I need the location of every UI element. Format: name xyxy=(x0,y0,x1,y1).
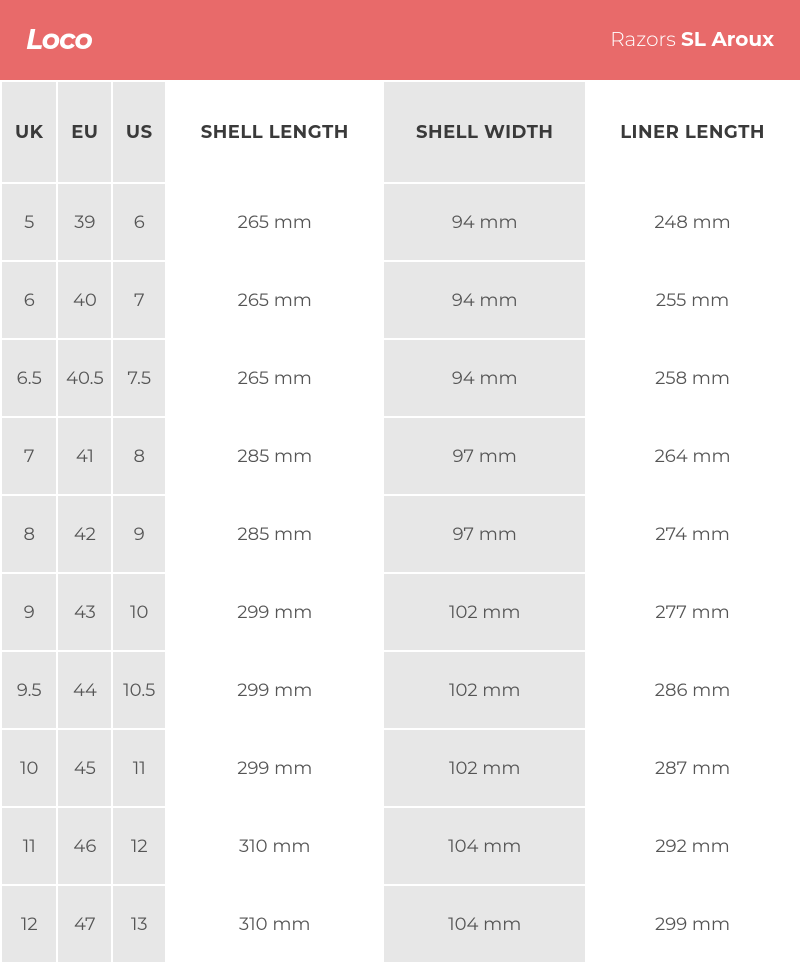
cell-shell_length: 310 mm xyxy=(167,808,382,884)
cell-uk: 12 xyxy=(2,886,56,962)
cell-uk: 10 xyxy=(2,730,56,806)
cell-liner_length: 292 mm xyxy=(587,808,798,884)
cell-uk: 8 xyxy=(2,496,56,572)
cell-liner_length: 299 mm xyxy=(587,886,798,962)
cell-uk: 9.5 xyxy=(2,652,56,728)
table-row: 6.540.57.5265 mm94 mm258 mm xyxy=(2,340,798,416)
cell-liner_length: 287 mm xyxy=(587,730,798,806)
cell-uk: 9 xyxy=(2,574,56,650)
cell-shell_width: 94 mm xyxy=(384,262,585,338)
cell-shell_length: 285 mm xyxy=(167,496,382,572)
cell-us: 13 xyxy=(113,886,165,962)
cell-us: 9 xyxy=(113,496,165,572)
cell-eu: 40.5 xyxy=(58,340,111,416)
table-row: 9.54410.5299 mm102 mm286 mm xyxy=(2,652,798,728)
col-header-liner_length: LINER LENGTH xyxy=(587,82,798,182)
title-light: Razors xyxy=(610,28,681,52)
cell-us: 8 xyxy=(113,418,165,494)
col-header-us: US xyxy=(113,82,165,182)
cell-shell_length: 299 mm xyxy=(167,574,382,650)
size-table: UKEUUSSHELL LENGTHSHELL WIDTHLINER LENGT… xyxy=(0,80,800,964)
cell-uk: 11 xyxy=(2,808,56,884)
cell-shell_width: 102 mm xyxy=(384,574,585,650)
title-bold: SL Aroux xyxy=(681,28,774,52)
cell-eu: 39 xyxy=(58,184,111,260)
cell-eu: 41 xyxy=(58,418,111,494)
table-row: 124713310 mm104 mm299 mm xyxy=(2,886,798,962)
cell-us: 10.5 xyxy=(113,652,165,728)
header-row: UKEUUSSHELL LENGTHSHELL WIDTHLINER LENGT… xyxy=(2,82,798,182)
table-row: 104511299 mm102 mm287 mm xyxy=(2,730,798,806)
cell-eu: 43 xyxy=(58,574,111,650)
cell-us: 12 xyxy=(113,808,165,884)
cell-shell_length: 265 mm xyxy=(167,262,382,338)
size-chart: Loco Razors SL Aroux UKEUUSSHELL LENGTHS… xyxy=(0,0,800,964)
cell-shell_width: 97 mm xyxy=(384,418,585,494)
cell-uk: 7 xyxy=(2,418,56,494)
cell-eu: 47 xyxy=(58,886,111,962)
cell-us: 7.5 xyxy=(113,340,165,416)
cell-liner_length: 248 mm xyxy=(587,184,798,260)
product-title: Razors SL Aroux xyxy=(610,28,774,52)
col-header-shell_length: SHELL LENGTH xyxy=(167,82,382,182)
table-head: UKEUUSSHELL LENGTHSHELL WIDTHLINER LENGT… xyxy=(2,82,798,182)
table-body: 5396265 mm94 mm248 mm6407265 mm94 mm255 … xyxy=(2,184,798,962)
cell-us: 11 xyxy=(113,730,165,806)
chart-header: Loco Razors SL Aroux xyxy=(0,0,800,80)
cell-eu: 44 xyxy=(58,652,111,728)
table-row: 94310299 mm102 mm277 mm xyxy=(2,574,798,650)
col-header-eu: EU xyxy=(58,82,111,182)
cell-shell_width: 104 mm xyxy=(384,886,585,962)
cell-shell_width: 97 mm xyxy=(384,496,585,572)
cell-liner_length: 264 mm xyxy=(587,418,798,494)
cell-shell_width: 104 mm xyxy=(384,808,585,884)
cell-eu: 40 xyxy=(58,262,111,338)
cell-liner_length: 274 mm xyxy=(587,496,798,572)
cell-shell_length: 299 mm xyxy=(167,652,382,728)
cell-uk: 6 xyxy=(2,262,56,338)
cell-us: 10 xyxy=(113,574,165,650)
cell-eu: 46 xyxy=(58,808,111,884)
table-row: 5396265 mm94 mm248 mm xyxy=(2,184,798,260)
col-header-shell_width: SHELL WIDTH xyxy=(384,82,585,182)
cell-shell_length: 285 mm xyxy=(167,418,382,494)
cell-shell_width: 102 mm xyxy=(384,730,585,806)
cell-us: 6 xyxy=(113,184,165,260)
cell-shell_width: 94 mm xyxy=(384,184,585,260)
cell-us: 7 xyxy=(113,262,165,338)
table-row: 6407265 mm94 mm255 mm xyxy=(2,262,798,338)
cell-liner_length: 286 mm xyxy=(587,652,798,728)
table-row: 114612310 mm104 mm292 mm xyxy=(2,808,798,884)
cell-eu: 45 xyxy=(58,730,111,806)
cell-shell_length: 265 mm xyxy=(167,340,382,416)
cell-uk: 6.5 xyxy=(2,340,56,416)
cell-uk: 5 xyxy=(2,184,56,260)
cell-eu: 42 xyxy=(58,496,111,572)
cell-liner_length: 255 mm xyxy=(587,262,798,338)
cell-shell_length: 310 mm xyxy=(167,886,382,962)
cell-shell_width: 94 mm xyxy=(384,340,585,416)
cell-shell_length: 265 mm xyxy=(167,184,382,260)
cell-shell_width: 102 mm xyxy=(384,652,585,728)
cell-liner_length: 277 mm xyxy=(587,574,798,650)
col-header-uk: UK xyxy=(2,82,56,182)
table-row: 7418285 mm97 mm264 mm xyxy=(2,418,798,494)
cell-liner_length: 258 mm xyxy=(587,340,798,416)
cell-shell_length: 299 mm xyxy=(167,730,382,806)
brand-logo: Loco xyxy=(26,23,92,57)
table-row: 8429285 mm97 mm274 mm xyxy=(2,496,798,572)
